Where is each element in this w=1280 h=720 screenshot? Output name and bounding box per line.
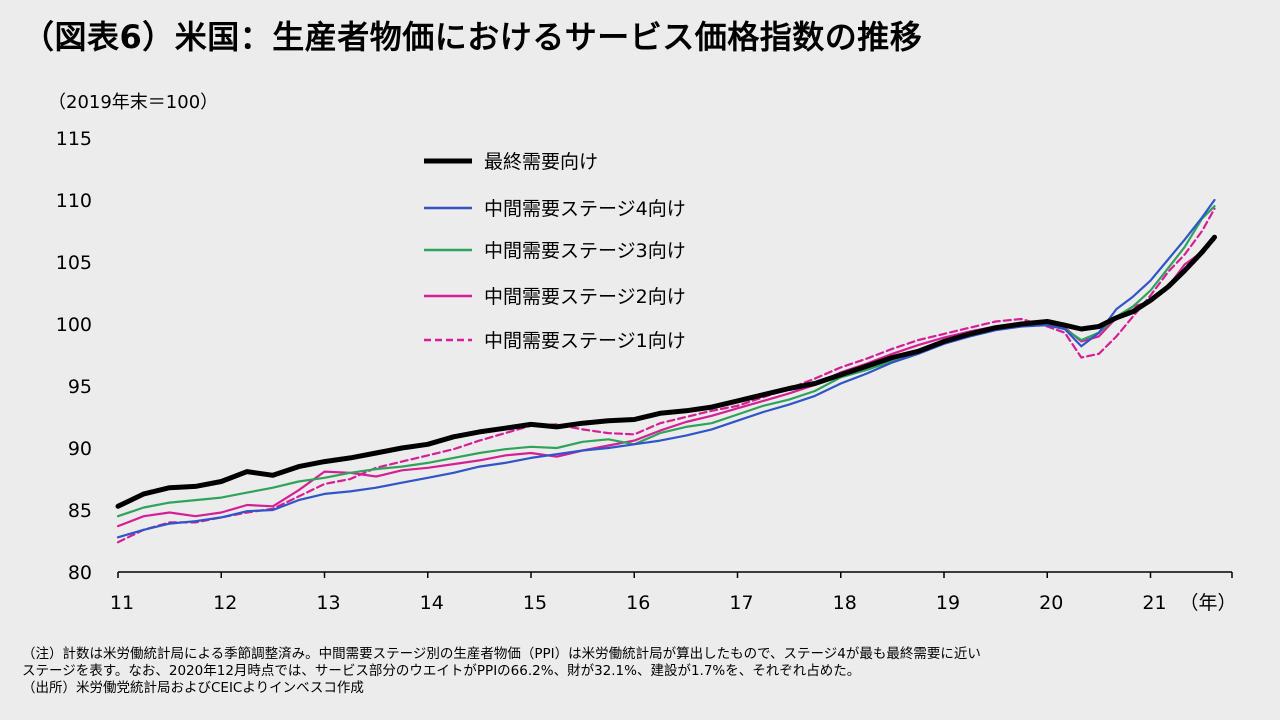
- y-tick-label: 85: [68, 500, 92, 522]
- y-tick-label: 80: [68, 562, 92, 584]
- x-tick-label: 13: [316, 592, 340, 614]
- chart-series: [115, 198, 1217, 544]
- y-tick-label: 100: [56, 314, 92, 336]
- y-tick-label: 90: [68, 438, 92, 460]
- y-tick-label: 105: [56, 252, 92, 274]
- chart-canvas: （2019年末＝100） 80 85 90 95 100 105 110 115 11 12 13 14…: [48, 92, 1237, 614]
- x-tick-label: 17: [729, 592, 753, 614]
- y-axis-unit-label: （2019年末＝100）: [48, 92, 218, 113]
- x-tick-label: 20: [1039, 592, 1063, 614]
- series-line: [115, 234, 1217, 509]
- chart-axes: （2019年末＝100） 80 85 90 95 100 105 110 115 11 12 13 14…: [48, 92, 1237, 614]
- x-tick-label: 15: [523, 592, 547, 614]
- y-tick-label: 115: [56, 128, 92, 150]
- x-tick-label: 21: [1142, 592, 1166, 614]
- x-tick-label: 16: [626, 592, 650, 614]
- legend-label: 中間需要ステージ3向け: [484, 240, 686, 262]
- footnotes: （注）計数は米労働統計局による季節調整済み。中間需要ステージ別の生産者物価（PP…: [22, 646, 1272, 697]
- series-line: [116, 205, 1216, 518]
- series-line: [116, 207, 1216, 544]
- x-axis-unit-label: （年）: [1179, 592, 1236, 614]
- x-tick-label: 11: [110, 592, 134, 614]
- chart-legend: 最終需要向け中間需要ステージ4向け中間需要ステージ3向け中間需要ステージ2向け中…: [424, 151, 686, 352]
- y-tick-label: 95: [68, 376, 92, 398]
- note-line-1: （注）計数は米労働統計局による季節調整済み。中間需要ステージ別の生産者物価（PP…: [22, 646, 981, 662]
- legend-label: 最終需要向け: [484, 151, 598, 173]
- x-tick-label: 19: [936, 592, 960, 614]
- series-line: [116, 198, 1216, 539]
- y-tick-label: 110: [56, 190, 92, 212]
- legend-label: 中間需要ステージ2向け: [484, 286, 686, 308]
- x-tick-label: 12: [213, 592, 237, 614]
- legend-label: 中間需要ステージ4向け: [484, 198, 686, 220]
- x-tick-label: 18: [833, 592, 857, 614]
- x-tick-label: 14: [420, 592, 444, 614]
- series-line: [116, 238, 1216, 528]
- note-line-2: ステージを表す。なお、2020年12月時点では、サービス部分のウエイトがPPIの…: [22, 663, 861, 679]
- page-title: （図表6）米国：生産者物価におけるサービス価格指数の推移: [22, 18, 923, 56]
- legend-label: 中間需要ステージ1向け: [484, 330, 686, 352]
- source-note: （出所）米労働党統計局およびCEICよりインベスコ作成: [22, 680, 364, 696]
